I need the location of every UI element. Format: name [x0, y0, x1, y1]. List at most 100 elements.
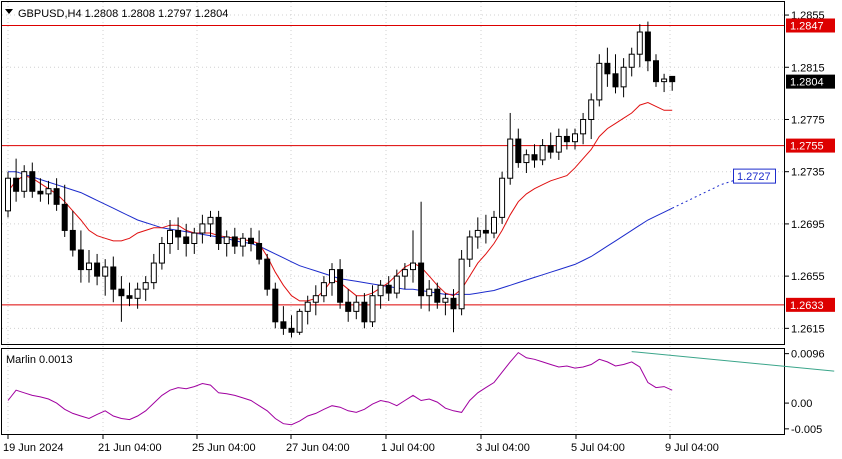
- candle-body: [280, 321, 287, 329]
- candle-body: [86, 262, 92, 271]
- candle-body: [499, 177, 506, 218]
- candle-body: [337, 269, 344, 303]
- time-axis: 19 Jun 2024 21 Jun 04:00 25 Jun 04:00 27 Ju…: [3, 435, 719, 454]
- candle-body: [69, 229, 76, 251]
- slow-ma-value-label: 1.2727: [737, 171, 771, 183]
- candle-body: [572, 133, 578, 143]
- candle-body: [385, 284, 392, 294]
- candle-body: [118, 288, 125, 297]
- candle-body: [491, 216, 497, 234]
- time-tick-label: 9 Jul 04:00: [665, 442, 719, 454]
- candle-body: [410, 262, 416, 271]
- candle-body: [596, 62, 603, 101]
- candle-body: [442, 297, 449, 303]
- candle-body: [207, 216, 214, 225]
- price-tick-label: 1.2695: [791, 219, 825, 231]
- chart-title: GBPUSD,H4 1.2808 1.2808 1.2797 1.2804: [18, 8, 228, 20]
- price-tick-label: 1.2775: [791, 114, 825, 126]
- candle-body: [377, 284, 384, 297]
- candle-body: [110, 266, 117, 290]
- slow-ma-value-box: [733, 168, 776, 184]
- candle-body: [13, 177, 20, 192]
- indicator-label: Marlin 0.0013: [6, 354, 73, 366]
- candle-body: [215, 216, 222, 244]
- price-level-tag-label: 1.2633: [790, 300, 824, 312]
- candle-body: [199, 223, 206, 234]
- candle-body: [563, 135, 570, 143]
- candle-body: [53, 188, 60, 205]
- candle-body: [418, 262, 425, 297]
- time-tick-label: 27 Jun 04:00: [286, 442, 350, 454]
- candle-body: [369, 295, 376, 323]
- candle-body: [539, 145, 546, 161]
- candle-body: [142, 282, 149, 290]
- candle-body: [434, 288, 441, 303]
- candle-body: [21, 171, 28, 192]
- candle-body: [458, 258, 465, 310]
- candle-body: [126, 295, 133, 299]
- candle-body: [636, 31, 643, 55]
- candle-body: [628, 53, 635, 68]
- candle-body: [102, 266, 109, 277]
- price-level-tag: [786, 138, 835, 153]
- triangle-down-icon[interactable]: [5, 9, 13, 14]
- candle-body: [353, 301, 360, 312]
- candle-body: [474, 229, 481, 238]
- candle-body: [29, 171, 36, 192]
- candle-body: [150, 262, 157, 284]
- time-tick-label: 1 Jul 04:00: [381, 442, 435, 454]
- candle-body: [45, 188, 52, 195]
- candle-body: [426, 288, 433, 297]
- candle-body: [555, 135, 562, 153]
- candle-body: [5, 177, 11, 212]
- candle-body: [167, 229, 173, 244]
- candle-body: [248, 237, 254, 244]
- marlin-line: [7, 351, 673, 426]
- candle-body: [531, 154, 538, 161]
- candle-body: [401, 269, 408, 277]
- candle-body: [644, 31, 651, 62]
- indicator-pane-frame: [1, 348, 785, 435]
- candle-body: [653, 60, 659, 83]
- candle-body: [361, 301, 368, 323]
- candle-body: [223, 236, 230, 244]
- time-tick-label: 19 Jun 2024: [3, 442, 64, 454]
- candle-body: [288, 327, 295, 333]
- indicator-tick-label: 0.0096: [791, 349, 825, 361]
- candle-body: [61, 203, 68, 231]
- candle-body: [231, 236, 238, 247]
- divergence-trendline[interactable]: [631, 351, 835, 372]
- time-tick-label: 5 Jul 04:00: [571, 442, 625, 454]
- candle-body: [304, 301, 311, 312]
- time-tick-label: 25 Jun 04:00: [192, 442, 256, 454]
- candle-body: [94, 262, 101, 277]
- candle-body: [256, 242, 263, 260]
- indicator-tick-label: -0.005: [791, 424, 822, 436]
- price-axis: 1.28551.28151.27751.27351.26951.26551.26…: [785, 10, 835, 436]
- candle-body: [329, 269, 335, 284]
- candle-body: [134, 288, 141, 299]
- price-level-tag: [786, 297, 835, 312]
- candle-body: [77, 249, 84, 271]
- price-level-tag: [786, 18, 835, 33]
- price-level-tag-label: 1.2847: [790, 20, 824, 32]
- candle-body: [393, 275, 400, 294]
- candle-body: [239, 237, 246, 247]
- price-tick-label: 1.2735: [791, 167, 825, 179]
- candle-body: [612, 73, 619, 88]
- candles: [5, 21, 676, 338]
- price-tick-label: 1.2615: [791, 323, 825, 335]
- candle-body: [37, 190, 44, 195]
- horizontal-levels[interactable]: [2, 24, 784, 306]
- candle-body: [669, 75, 676, 83]
- candle-body: [523, 154, 530, 164]
- candle-body: [158, 242, 165, 264]
- candle-body: [450, 297, 457, 310]
- marlin-indicator: [7, 351, 835, 426]
- candle-body: [345, 301, 352, 312]
- price-level-tag-label: 1.2755: [790, 141, 824, 153]
- price-tick-label: 1.2815: [791, 62, 825, 74]
- time-tick-label: 21 Jun 04:00: [98, 442, 162, 454]
